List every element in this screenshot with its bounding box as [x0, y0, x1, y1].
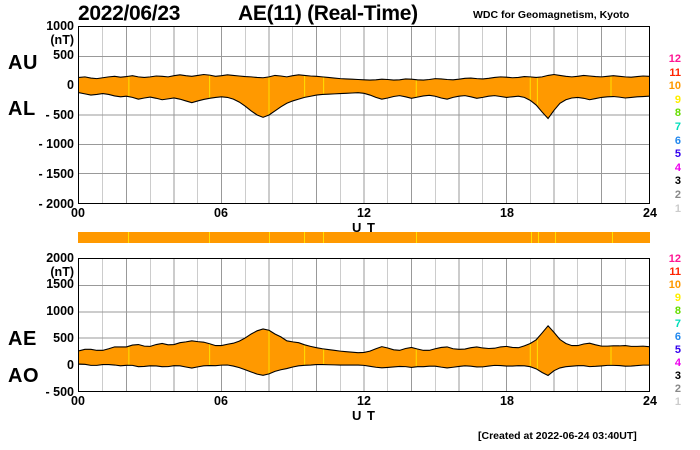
chart-ae-ao	[78, 258, 650, 392]
legend-level-4: 4	[674, 357, 681, 369]
x-tick-label: 00	[71, 206, 85, 220]
chart-au-al	[78, 26, 650, 204]
y-axis-au-al: 1000 500 0 - 500 - 1000 - 1500 - 2000 (nT)	[0, 19, 75, 209]
legend-level-10: 10	[668, 279, 681, 291]
data-area-au-al	[79, 73, 649, 120]
x-tick-label: 00	[71, 394, 85, 408]
coverage-seam	[128, 232, 130, 243]
legend-level-1: 1	[674, 202, 681, 215]
legend-level-3: 3	[674, 370, 681, 382]
coverage-seam	[323, 232, 325, 243]
y-axis-unit: (nT)	[50, 33, 74, 47]
coverage-seam	[611, 232, 613, 243]
data-coverage-bar	[78, 232, 650, 243]
data-area-ae-ao	[79, 324, 649, 377]
coverage-seam	[268, 232, 270, 243]
y-tick-label: - 2000	[38, 196, 74, 211]
y-tick-label: 2000	[46, 250, 74, 265]
x-tick-label: 24	[643, 206, 657, 220]
coverage-seam	[416, 232, 418, 243]
activity-legend-top: 12 11 10 9 8 7 6 5 4 3 2 1	[655, 54, 681, 217]
y-tick-label: 0	[67, 77, 74, 92]
legend-level-10: 10	[668, 80, 681, 93]
y-tick-label: 500	[53, 330, 74, 345]
label-au: AU	[8, 52, 38, 74]
x-tick-label: 18	[500, 206, 514, 220]
x-tick-label: 12	[357, 206, 371, 220]
legend-level-9: 9	[674, 292, 681, 304]
y-axis-unit: (nT)	[50, 265, 74, 279]
y-tick-label: 0	[67, 357, 74, 372]
index-title: AE(11) (Real-Time)	[238, 2, 418, 25]
x-tick-label: 06	[214, 394, 228, 408]
legend-level-11: 11	[669, 266, 681, 278]
gridlines-au-al	[79, 27, 649, 203]
coverage-seam	[554, 232, 556, 243]
x-tick-label: 06	[214, 206, 228, 220]
legend-level-6: 6	[674, 134, 681, 147]
label-ao: AO	[8, 365, 39, 387]
y-axis-ae-ao: 2000 1500 1000 500 0 - 500 (nT)	[0, 251, 75, 397]
coverage-seam	[530, 232, 532, 243]
created-timestamp: [Created at 2022-06-24 03:40UT]	[478, 430, 637, 442]
legend-level-12: 12	[668, 53, 681, 65]
legend-level-4: 4	[674, 161, 681, 174]
coverage-seam	[209, 232, 211, 243]
y-tick-label: 1000	[46, 304, 74, 319]
y-tick-label: 1500	[46, 277, 74, 292]
y-tick-label: 500	[53, 48, 74, 63]
legend-level-7: 7	[674, 318, 681, 330]
legend-level-8: 8	[674, 305, 681, 317]
legend-level-12: 12	[668, 253, 681, 265]
legend-level-7: 7	[674, 120, 681, 133]
label-ae: AE	[8, 328, 37, 350]
legend-level-6: 6	[674, 331, 681, 343]
source-credit: WDC for Geomagnetism, Kyoto	[473, 9, 630, 21]
legend-level-5: 5	[674, 148, 681, 161]
x-axis-title: U T	[352, 220, 376, 235]
y-tick-label: - 1500	[38, 166, 74, 181]
legend-level-5: 5	[674, 344, 681, 356]
legend-level-1: 1	[674, 396, 681, 408]
legend-level-3: 3	[674, 175, 681, 188]
legend-level-11: 11	[669, 66, 681, 79]
coverage-seam	[537, 232, 539, 243]
x-tick-label: 24	[643, 394, 657, 408]
legend-level-2: 2	[674, 188, 681, 201]
date-title: 2022/06/23	[78, 2, 181, 25]
x-axis-title: U T	[352, 408, 376, 423]
legend-level-2: 2	[674, 383, 681, 395]
y-tick-label: 1000	[46, 18, 74, 33]
y-tick-label: - 1000	[38, 137, 74, 152]
y-tick-label: - 500	[45, 107, 75, 122]
activity-legend-bottom: 12 11 10 9 8 7 6 5 4 3 2 1	[655, 254, 681, 410]
x-tick-label: 12	[357, 394, 371, 408]
label-al: AL	[8, 98, 36, 120]
y-tick-label: - 500	[45, 384, 75, 399]
legend-level-8: 8	[674, 107, 681, 120]
x-tick-label: 18	[500, 394, 514, 408]
legend-level-9: 9	[674, 93, 681, 106]
coverage-seam	[304, 232, 306, 243]
